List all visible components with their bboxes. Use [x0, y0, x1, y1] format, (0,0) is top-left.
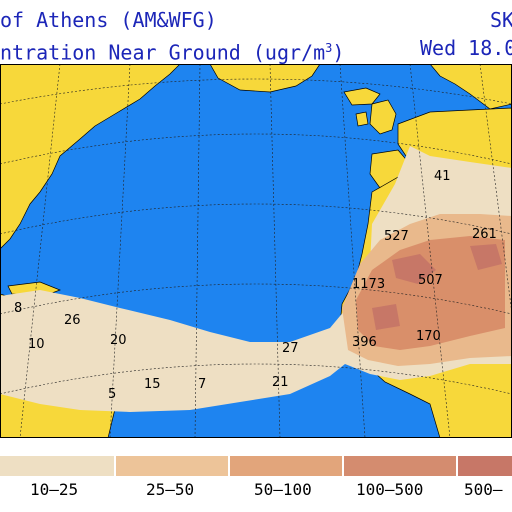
map-label: 7 — [198, 377, 206, 392]
land-scandinavia — [429, 64, 512, 110]
dust-core-max-1 — [392, 254, 436, 284]
map-label: 8 — [14, 301, 22, 316]
dust-core-max-3 — [372, 304, 400, 330]
graticule — [0, 64, 512, 438]
dust-concentration-map: 41 527 261 1173 507 396 170 27 21 20 26 … — [0, 64, 512, 438]
legend: 10–25 25–50 50–100 100–500 500– — [0, 452, 512, 512]
map-label: 527 — [384, 229, 409, 244]
legend-swatch-1 — [0, 456, 114, 476]
legend-swatch-5 — [458, 456, 512, 476]
map-label: 41 — [434, 169, 451, 184]
map-label: 26 — [64, 313, 81, 328]
legend-swatch-3 — [230, 456, 342, 476]
map-label: 21 — [272, 375, 289, 390]
map-subtitle: ntration Near Ground (ugr/m3) — [0, 36, 344, 65]
land-iceland — [343, 87, 381, 106]
map-label: 507 — [418, 273, 443, 288]
legend-swatch-4 — [344, 456, 456, 476]
map-label: 1173 — [352, 277, 385, 292]
map-product-code: SK — [490, 8, 512, 32]
map-label: 10 — [28, 337, 45, 352]
legend-label-3: 50–100 — [254, 480, 312, 499]
legend-label-4: 100–500 — [356, 480, 424, 499]
legend-label-1: 10–25 — [30, 480, 79, 499]
subtitle-superscript: 3 — [325, 41, 333, 55]
legend-swatch-2 — [116, 456, 228, 476]
subtitle-close: ) — [332, 40, 345, 65]
map-label: 15 — [144, 377, 161, 392]
dust-core-max-2 — [470, 244, 502, 270]
concentration-labels: 41 527 261 1173 507 396 170 27 21 20 26 … — [14, 169, 497, 402]
map-label: 396 — [352, 335, 377, 350]
map-title: of Athens (AM&WFG) — [0, 8, 217, 32]
land-north-america — [0, 64, 181, 250]
land-greenland — [209, 64, 321, 93]
legend-label-2: 25–50 — [146, 480, 195, 499]
map-header: of Athens (AM&WFG) SK ntration Near Grou… — [0, 0, 512, 65]
map-label: 261 — [472, 227, 497, 242]
map-label: 170 — [416, 329, 441, 344]
land-ireland — [355, 111, 369, 127]
map-label: 20 — [110, 333, 127, 348]
map-date: Wed 18.0 — [420, 36, 512, 60]
map-label: 27 — [282, 341, 299, 356]
legend-label-5: 500– — [464, 480, 503, 499]
land-british-isles — [369, 99, 397, 135]
subtitle-text: ntration Near Ground (ugr/m — [0, 40, 326, 65]
map-label: 5 — [108, 387, 116, 402]
